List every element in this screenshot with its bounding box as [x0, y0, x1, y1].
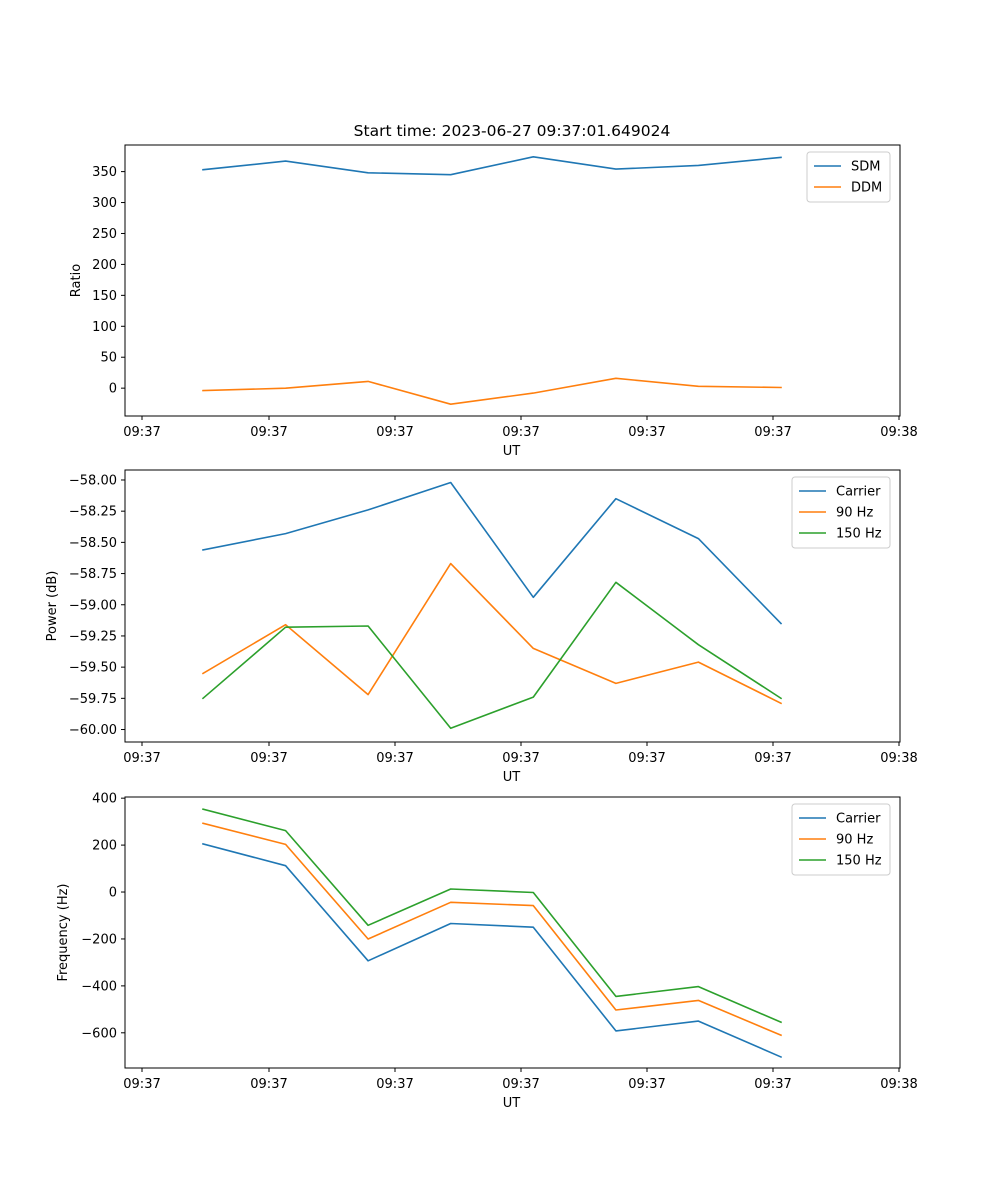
y-tick-label: −200 [81, 932, 117, 947]
x-axis-label: UT [503, 444, 521, 459]
y-tick-label: −59.00 [69, 598, 117, 613]
legend-label: SDM [851, 160, 880, 175]
legend: Carrier 90 Hz 150 Hz [791, 803, 891, 876]
x-tick-label: 09:38 [880, 1077, 917, 1092]
legend-label: DDM [851, 181, 882, 196]
series-line-sdm [202, 156, 782, 176]
x-axis-label: UT [503, 1096, 521, 1111]
x-tick-label: 09:37 [376, 1077, 413, 1092]
panel-2: −60.00 −59.75 −59.50 −59.25 −59.00 −58.75 −58.… [45, 469, 918, 785]
y-axis-label: Ratio [69, 264, 84, 297]
y-tick-label: −400 [81, 979, 117, 994]
y-tick-label: −58.75 [69, 567, 117, 582]
x-tick-label: 09:37 [376, 425, 413, 440]
y-tick-label: 200 [92, 839, 117, 854]
legend-label: 90 Hz [836, 833, 873, 848]
y-tick-label: 150 [92, 289, 117, 304]
x-tick-label: 09:37 [376, 751, 413, 766]
x-tick-label: 09:38 [880, 751, 917, 766]
series-line-carrier [202, 842, 783, 1059]
x-tick-label: 09:37 [123, 1077, 160, 1092]
series-line-150-hz [202, 808, 783, 1024]
x-tick-label: 09:37 [502, 425, 539, 440]
panel-1: 0 50 100 150 200 250 300 350 09:37 09:37 09:37 09:3… [69, 144, 918, 459]
legend-label: 150 Hz [836, 854, 882, 869]
y-tick-label: −59.50 [69, 661, 117, 676]
x-tick-label: 09:37 [123, 751, 160, 766]
x-tick-label: 09:37 [754, 425, 791, 440]
y-tick-label: 250 [92, 227, 117, 242]
y-tick-label: 300 [92, 196, 117, 211]
x-tick-label: 09:37 [123, 425, 160, 440]
legend-label: Carrier [836, 812, 881, 827]
panel-3: −600 −400 −200 0 200 400 09:37 09:37 09:37 09:37 0… [56, 792, 918, 1111]
panels: 0 50 100 150 200 250 300 350 09:37 09:37 09:37 09:3… [45, 144, 918, 1111]
x-tick-label: 09:37 [628, 751, 665, 766]
y-tick-label: −58.25 [69, 505, 117, 520]
legend: SDM DDM [806, 151, 891, 203]
x-tick-label: 09:37 [250, 1077, 287, 1092]
y-tick-label: −59.25 [69, 629, 117, 644]
legend: Carrier 90 Hz 150 Hz [791, 476, 891, 549]
x-tick-label: 09:37 [628, 425, 665, 440]
legend-box [791, 803, 891, 876]
series-line-ddm [202, 377, 782, 406]
plot-frame [124, 796, 901, 1069]
y-tick-label: 400 [92, 792, 117, 807]
figure-title: Start time: 2023-06-27 09:37:01.649024 [354, 122, 671, 140]
x-axis-label: UT [503, 770, 521, 785]
y-axis-label: Power (dB) [45, 571, 60, 642]
y-tick-label: 0 [109, 382, 117, 397]
series-line-90-hz [202, 822, 783, 1037]
y-tick-label: −59.75 [69, 692, 117, 707]
y-tick-label: −600 [81, 1026, 117, 1041]
legend-label: Carrier [836, 485, 881, 500]
plot-frame [124, 144, 901, 417]
series-line-90-hz [201, 562, 783, 705]
y-axis-label: Frequency (Hz) [56, 883, 71, 981]
y-tick-label: 50 [100, 351, 117, 366]
series-line-carrier [202, 481, 783, 625]
legend-label: 150 Hz [836, 527, 882, 542]
x-tick-label: 09:37 [754, 751, 791, 766]
series-line-150-hz [201, 581, 783, 730]
x-tick-label: 09:37 [502, 751, 539, 766]
legend-box [791, 476, 891, 549]
x-tick-label: 09:37 [754, 1077, 791, 1092]
y-tick-label: 100 [92, 320, 117, 335]
y-tick-label: −58.50 [69, 536, 117, 551]
y-tick-label: 350 [92, 165, 117, 180]
y-tick-label: 0 [109, 886, 117, 901]
x-tick-label: 09:37 [628, 1077, 665, 1092]
x-tick-label: 09:37 [250, 751, 287, 766]
y-tick-label: −60.00 [69, 723, 117, 738]
y-tick-label: −58.00 [69, 473, 117, 488]
x-tick-label: 09:37 [502, 1077, 539, 1092]
legend-label: 90 Hz [836, 506, 873, 521]
x-tick-label: 09:37 [250, 425, 287, 440]
legend-box [806, 151, 891, 203]
x-tick-label: 09:38 [880, 425, 917, 440]
y-tick-label: 200 [92, 258, 117, 273]
plot-frame [124, 469, 901, 743]
